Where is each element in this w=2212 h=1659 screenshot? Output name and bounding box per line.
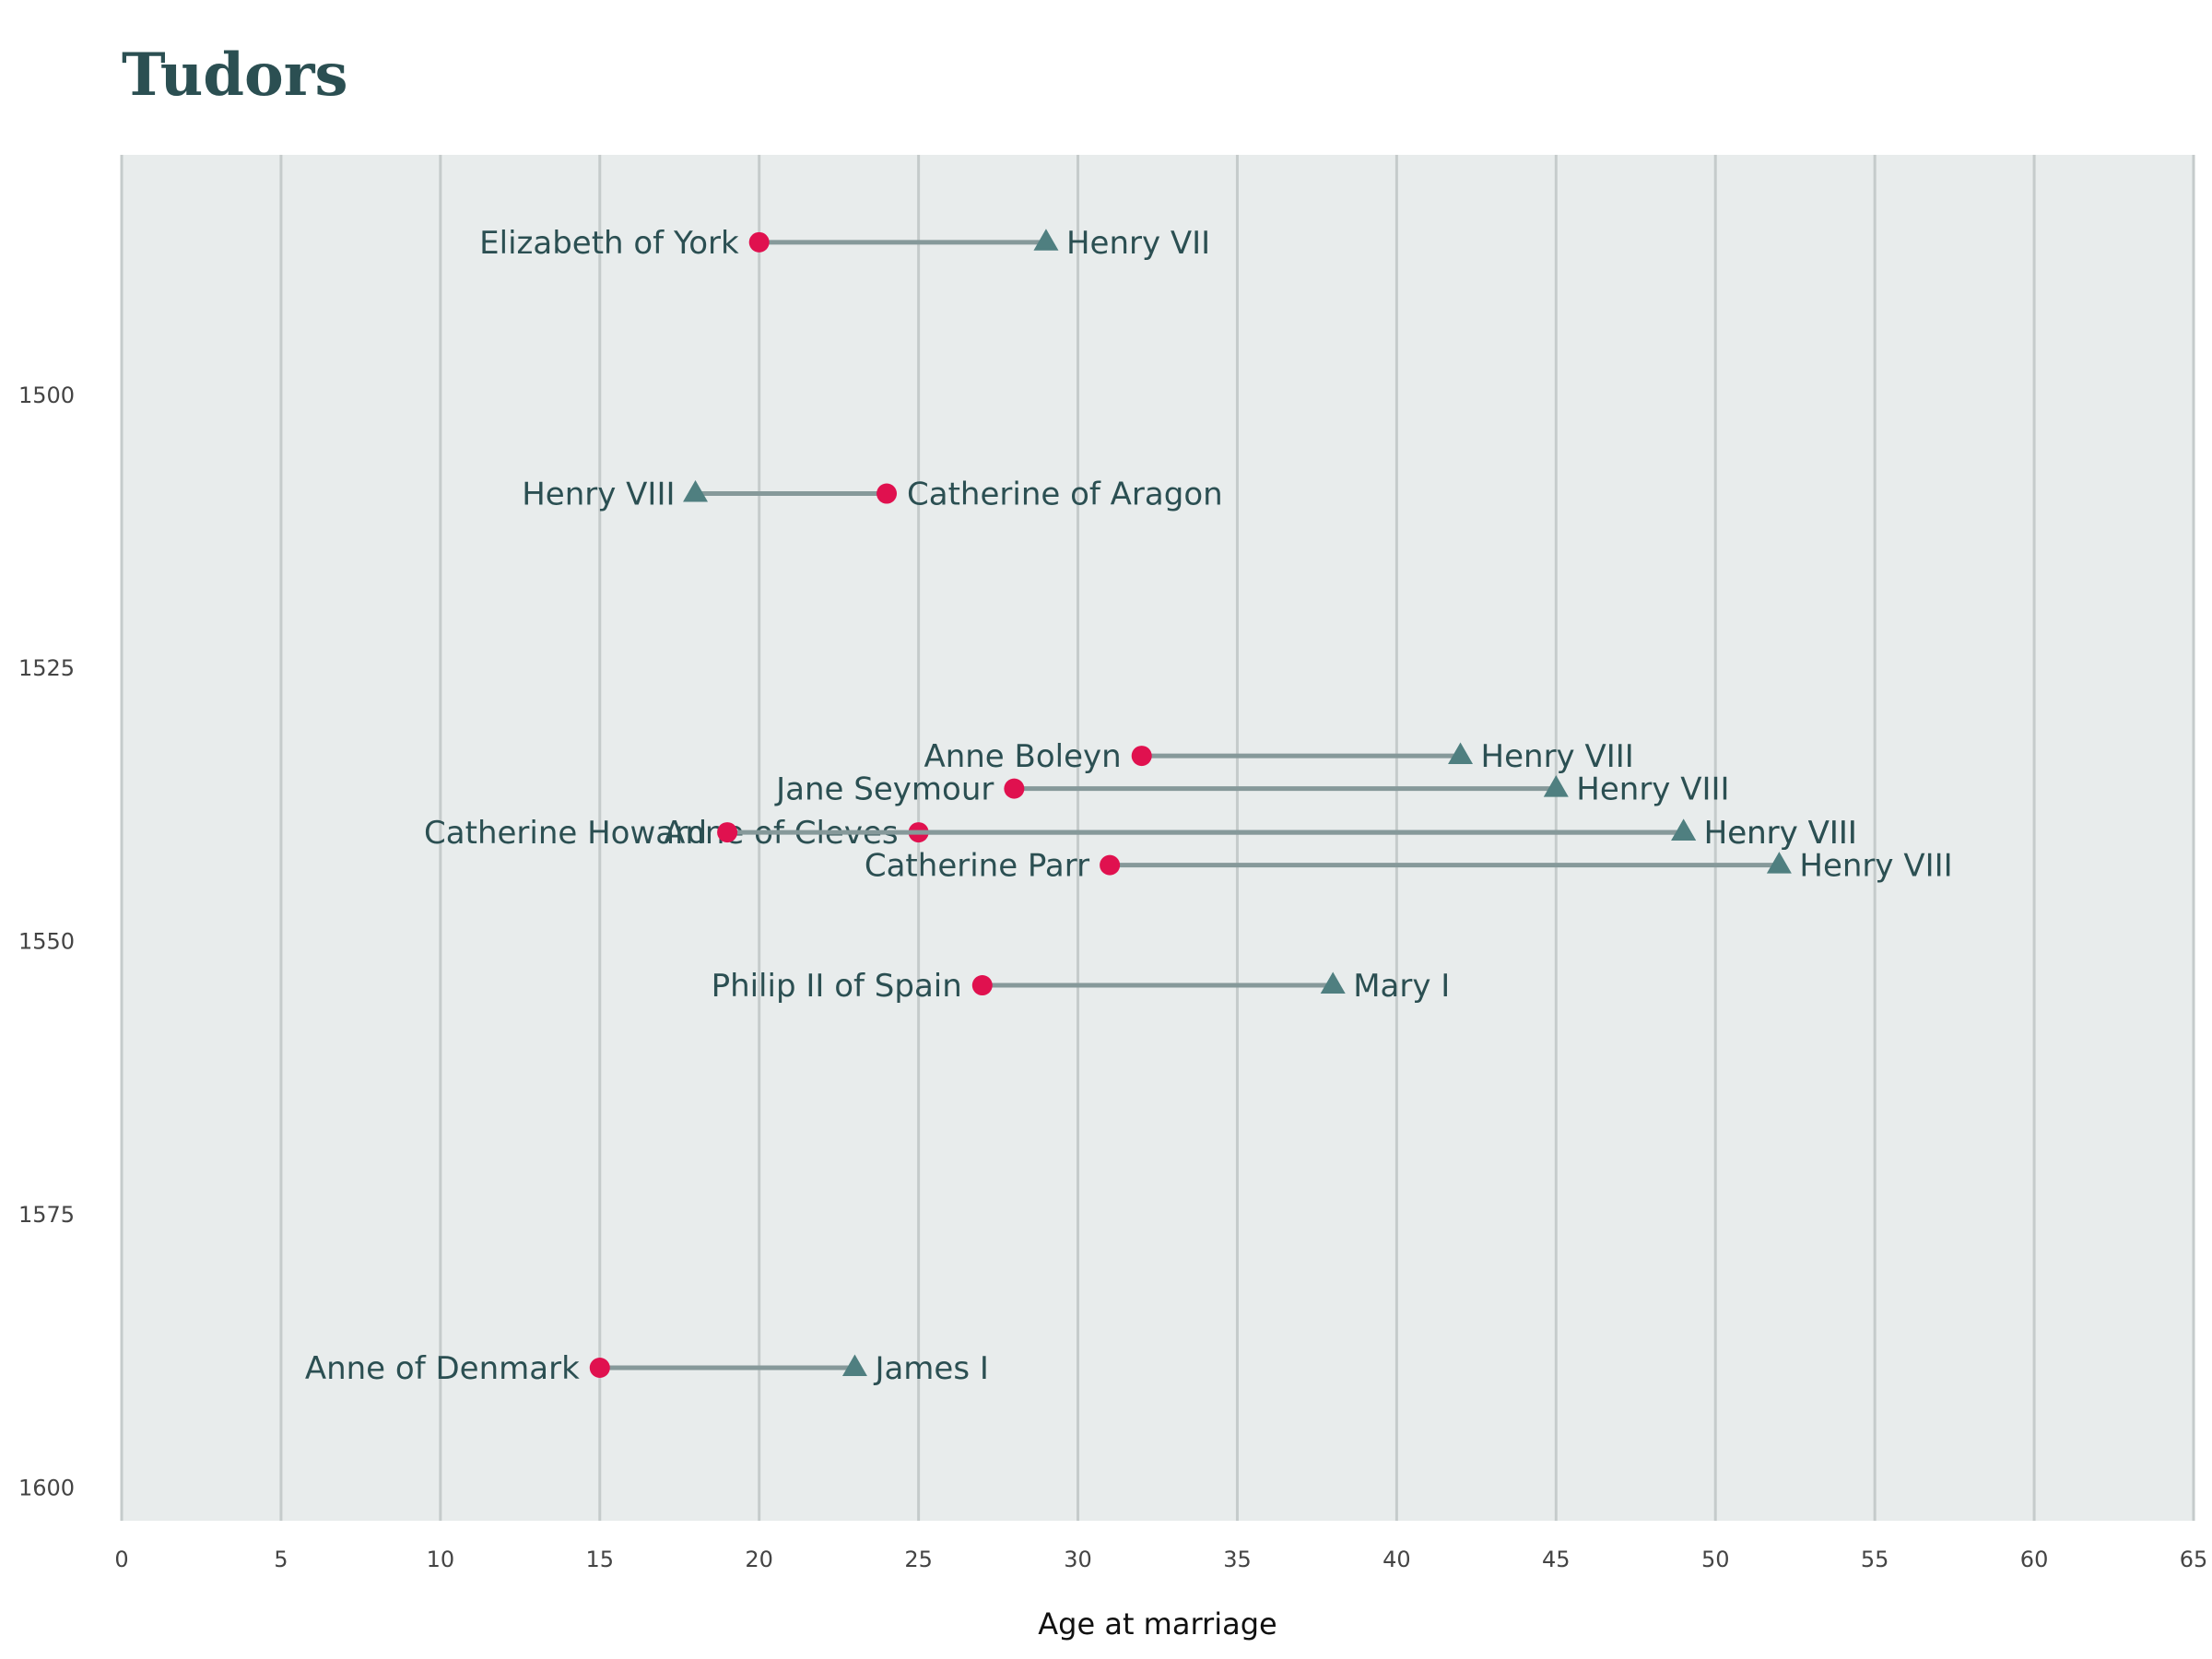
male-point [1033,229,1059,251]
y-tick-label: 1575 [18,1202,75,1228]
x-tick-label: 50 [1701,1547,1730,1572]
male-name-label: Henry VIII [1481,738,1634,775]
female-point [1100,854,1121,876]
male-point [1671,818,1697,841]
chart-marks: Elizabeth of York Henry VII Catherine of A… [305,225,1953,1387]
female-name-label: Anne of Denmark [305,1350,580,1387]
x-tick-label: 65 [2180,1547,2208,1572]
male-name-label: Henry VIII [1704,815,1857,852]
grid-lines [120,155,2195,1521]
male-point [1766,852,1792,874]
x-tick-label: 30 [1064,1547,1092,1572]
x-tick-label: 0 [114,1547,128,1572]
chart-title: Tudors [122,41,348,110]
female-name-label: Jane Seymour [774,771,994,808]
male-point [683,479,709,502]
female-name-label: Anne Boleyn [924,738,1121,775]
y-tick-label: 1525 [18,655,75,681]
male-name-label: Henry VII [1066,225,1210,262]
female-point [717,822,738,843]
x-tick-label: 10 [427,1547,455,1572]
female-name-label: Philip II of Spain [712,968,962,1005]
x-tick-label: 20 [745,1547,773,1572]
male-point [841,1354,867,1376]
male-name-label: Henry VIII [1576,771,1729,808]
female-name-label: Catherine Parr [865,848,1089,885]
x-tick-label: 35 [1223,1547,1252,1572]
male-name-label: Henry VIII [1799,848,1952,885]
y-tick-label: 1500 [18,382,75,408]
plot-panel [122,155,2194,1521]
female-name-label: Elizabeth of York [479,225,739,262]
male-name-label: Henry VIII [1704,815,1857,852]
x-tick-label: 25 [904,1547,933,1572]
y-axis-ticks: 1500 1525 1550 1575 1600 [18,382,75,1501]
male-name-label: Henry VIII [522,477,675,513]
male-name-label: Mary I [1353,968,1450,1005]
x-tick-label: 55 [1861,1547,1889,1572]
x-tick-label: 60 [2020,1547,2049,1572]
female-point [589,1358,610,1379]
female-point [1004,778,1025,799]
female-name-label: Catherine Howard [424,815,707,852]
male-point [1448,742,1474,765]
x-axis-ticks: 0 5 10 15 20 25 30 35 40 45 50 55 60 65 [114,1547,2207,1572]
male-name-label: James I [873,1350,988,1387]
female-point [1131,746,1152,767]
y-tick-label: 1600 [18,1475,75,1500]
x-axis-label: Age at marriage [1038,1606,1277,1641]
female-point [877,483,898,504]
x-tick-label: 5 [274,1547,288,1572]
female-point [748,231,770,253]
male-point [1543,775,1569,797]
female-name-label: Catherine of Aragon [907,477,1223,513]
x-tick-label: 40 [1382,1547,1411,1572]
x-tick-label: 15 [585,1547,614,1572]
male-point [1320,971,1346,994]
female-point [971,975,993,996]
y-tick-label: 1550 [18,929,75,955]
x-tick-label: 45 [1542,1547,1571,1572]
